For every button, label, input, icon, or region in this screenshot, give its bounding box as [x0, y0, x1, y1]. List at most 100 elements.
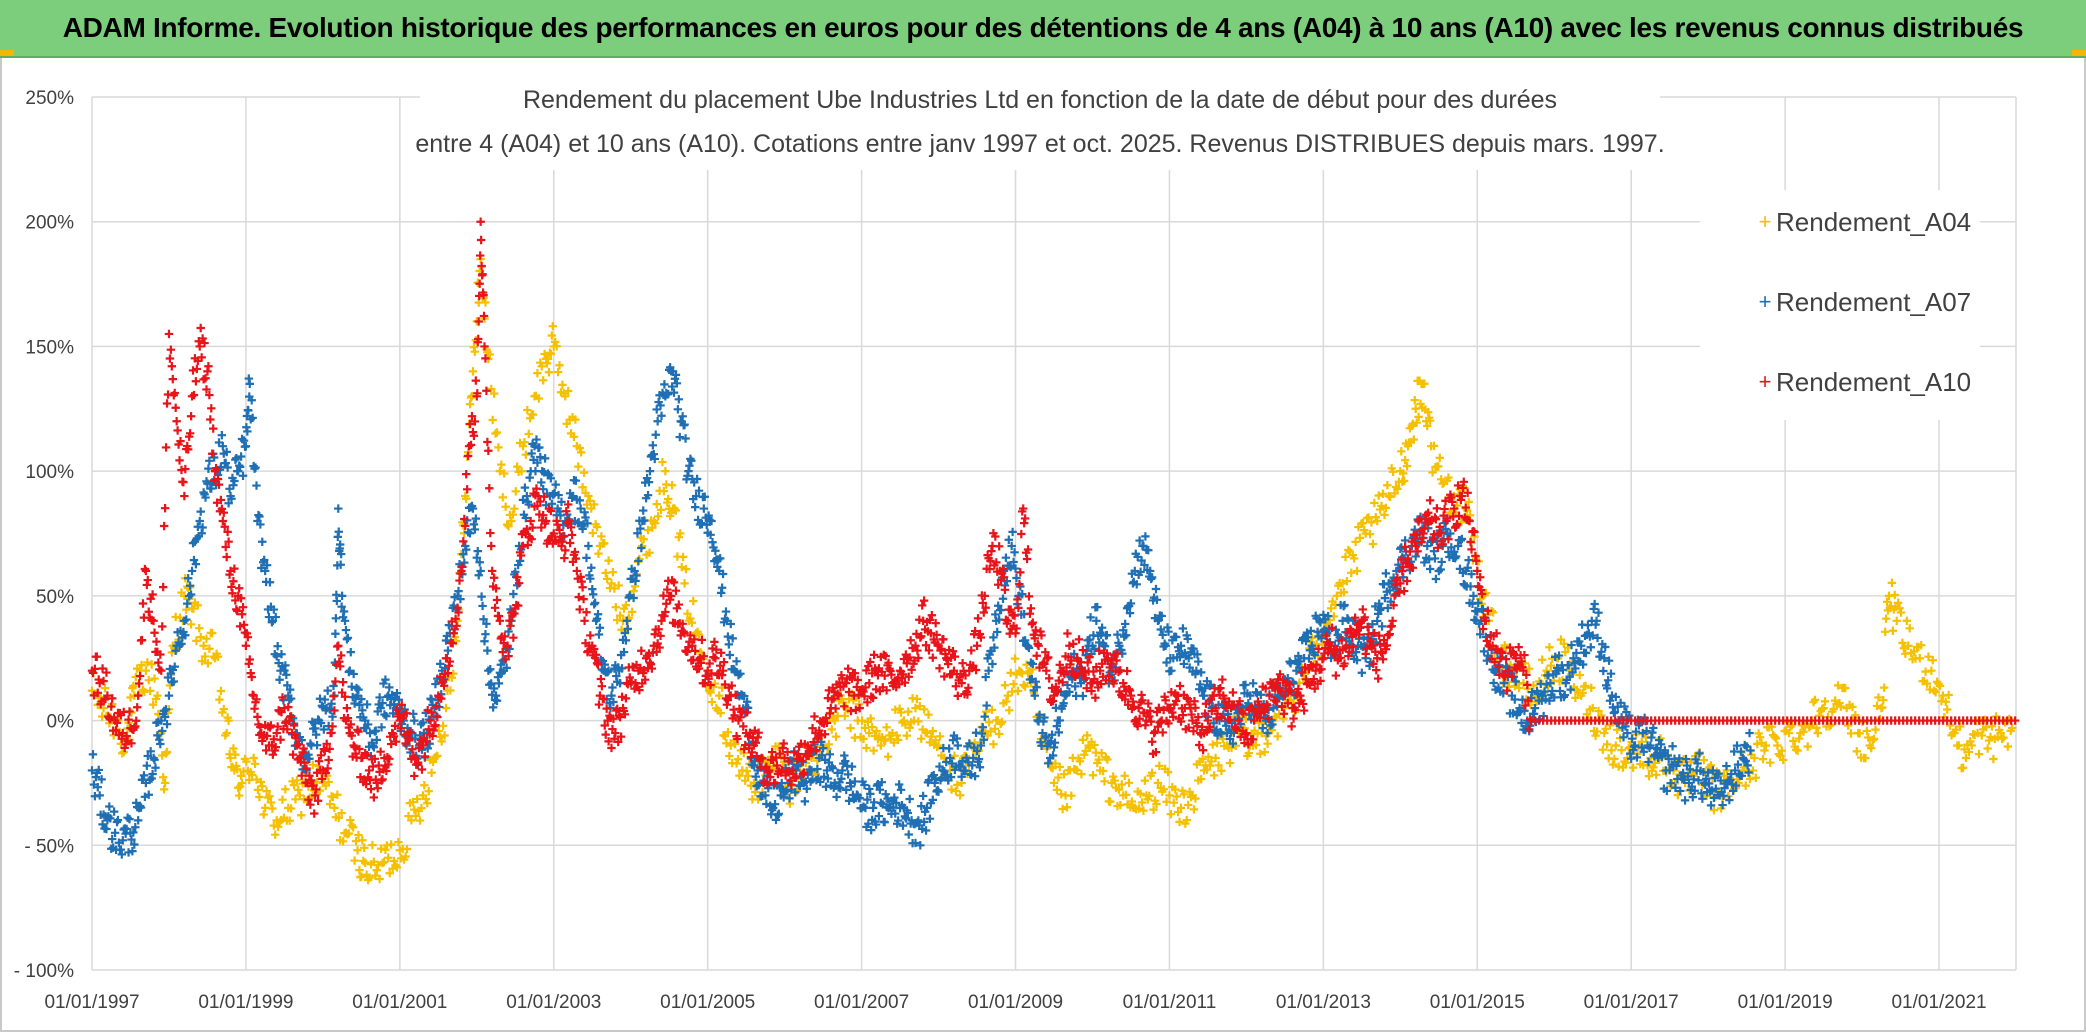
a10-point — [779, 739, 788, 748]
a07-point — [860, 780, 869, 790]
a04-point — [1341, 552, 1350, 562]
a04-point — [237, 778, 247, 788]
a07-point — [754, 780, 763, 790]
a10-point — [855, 703, 864, 713]
a10-point — [317, 774, 327, 784]
a04-point — [1088, 771, 1098, 780]
a10-point — [1514, 642, 1523, 652]
a04-point — [520, 437, 529, 447]
y-axis-tick-labels: 250%200%150%100%50%0%- 50%- 100% — [14, 88, 74, 982]
a10-point — [611, 728, 620, 738]
a04-point — [1244, 748, 1254, 758]
a10-point — [294, 740, 304, 749]
a10-point — [1477, 589, 1487, 599]
a10-point — [427, 708, 436, 717]
a10-point — [466, 440, 476, 450]
a04-point — [1546, 661, 1556, 670]
a10-point — [1158, 728, 1167, 737]
a10-point — [918, 601, 927, 610]
a10-point — [358, 753, 367, 762]
a10-point — [476, 235, 486, 245]
a04-point — [860, 723, 870, 733]
a10-point — [1438, 539, 1447, 549]
a10-point — [1425, 496, 1435, 505]
a07-point — [718, 569, 728, 579]
a07-point — [471, 514, 481, 523]
a10-point — [355, 744, 364, 754]
a04-point — [904, 707, 913, 716]
a10-point — [1473, 566, 1482, 576]
a04-point — [1755, 733, 1765, 742]
a04-point — [553, 367, 563, 377]
a04-point — [1864, 733, 1873, 742]
a10-point — [1129, 702, 1139, 711]
a10-point — [1144, 699, 1153, 708]
a07-point — [184, 574, 193, 583]
a04-point — [468, 367, 478, 376]
a04-point — [1218, 734, 1228, 744]
a10-point — [261, 746, 271, 755]
a10-point — [844, 687, 854, 697]
a07-point — [750, 756, 760, 766]
a04-point — [1874, 693, 1883, 702]
a10-point — [479, 290, 488, 300]
a10-point — [1083, 658, 1092, 667]
a10-point — [1470, 527, 1479, 537]
a07-point — [1010, 548, 1019, 557]
legend-label-a07: Rendement_A07 — [1776, 287, 1971, 317]
a07-point — [245, 379, 254, 389]
a04-point — [614, 581, 623, 590]
a10-point — [334, 641, 343, 650]
a04-point — [627, 607, 637, 617]
a10-point — [161, 443, 171, 452]
a10-point — [462, 485, 472, 494]
a04-point — [1400, 455, 1410, 465]
a07-point — [357, 694, 366, 704]
a04-point — [1204, 752, 1213, 762]
a10-point — [820, 730, 830, 739]
a07-point — [1690, 786, 1699, 795]
a04-point — [643, 525, 653, 535]
a07-point — [911, 838, 920, 848]
a04-point — [385, 869, 394, 878]
a10-point — [1176, 717, 1186, 726]
a04-point — [1766, 758, 1775, 767]
a04-point — [354, 830, 363, 840]
a04-point — [1966, 737, 1975, 746]
a07-point — [1660, 746, 1670, 755]
a07-point — [1377, 622, 1387, 631]
a10-point — [181, 464, 190, 474]
a07-point — [974, 754, 984, 764]
a10-point — [135, 671, 145, 681]
a04-point — [1673, 790, 1683, 800]
a07-point — [1517, 718, 1526, 728]
a10-point — [1444, 535, 1453, 544]
a07-point — [1303, 632, 1313, 642]
a10-point — [164, 329, 174, 339]
a07-point — [127, 835, 136, 844]
a10-point — [742, 708, 752, 717]
a07-point — [1086, 613, 1095, 622]
a04-point — [1438, 479, 1447, 488]
a04-point — [1719, 771, 1729, 781]
a10-point — [1082, 683, 1091, 693]
a04-point — [269, 821, 279, 830]
a10-point — [1507, 672, 1517, 681]
a04-point — [857, 716, 867, 725]
a07-point — [118, 836, 127, 845]
a07-point — [1741, 756, 1750, 766]
a07-point — [692, 474, 702, 484]
a10-point — [160, 503, 170, 513]
a07-point — [1639, 747, 1648, 756]
a10-point — [1058, 678, 1067, 687]
a07-point — [161, 705, 171, 714]
a04-point — [489, 389, 499, 398]
a07-point — [1078, 691, 1088, 701]
a10-point — [1524, 696, 1533, 705]
a04-point — [1212, 738, 1222, 748]
a10-point — [1063, 629, 1072, 638]
a10-point — [546, 506, 556, 516]
a04-point — [1902, 616, 1912, 625]
a04-point — [951, 786, 961, 796]
a04-point — [585, 496, 595, 506]
